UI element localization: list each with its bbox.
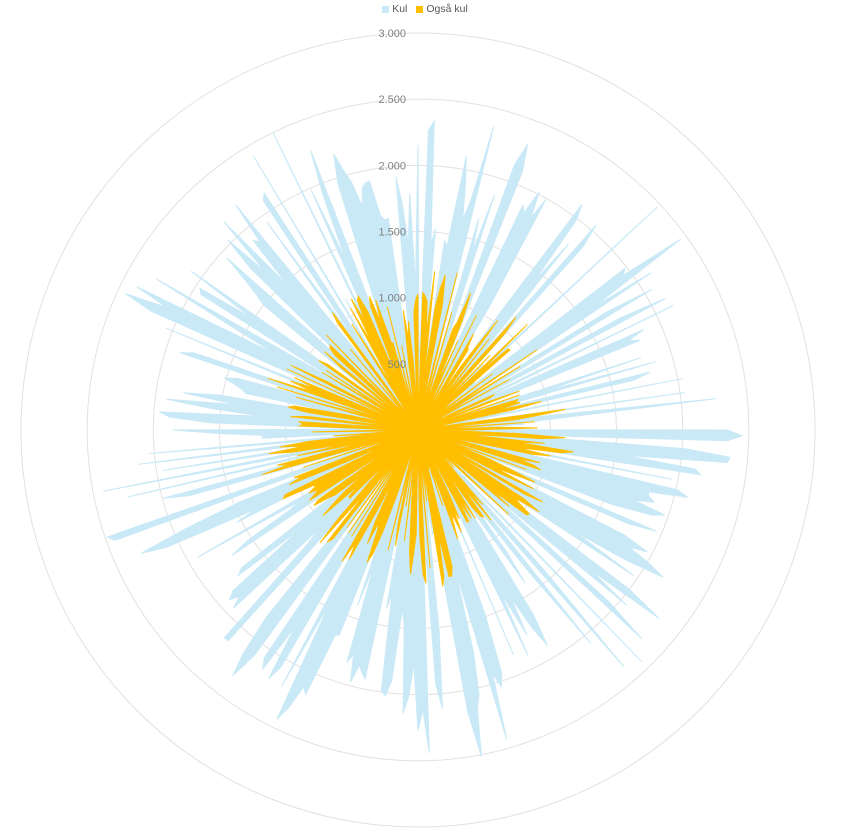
grid-ring [20, 32, 816, 828]
tick-label: 3.000 [378, 28, 406, 40]
legend: Kul Også kul [0, 3, 850, 15]
tick-label: 2.500 [378, 94, 406, 106]
legend-swatch-kul [382, 5, 390, 13]
legend-item-kul[interactable]: Kul [382, 3, 407, 15]
series-ogsa-kul [261, 271, 574, 587]
radial-tick-labels: 500 1.000 1.500 2.000 2.500 3.000 [378, 28, 406, 371]
legend-label-kul: Kul [392, 3, 408, 15]
tick-label: 1.500 [378, 227, 406, 239]
grid-ring [86, 98, 750, 762]
legend-swatch-ogsa-kul [416, 5, 424, 13]
legend-item-ogsa-kul[interactable]: Også kul [416, 3, 468, 15]
legend-label-ogsa-kul: Også kul [426, 3, 468, 15]
tick-label: 2.000 [378, 160, 406, 172]
tick-label: 500 [388, 359, 406, 371]
tick-label: 1.000 [378, 293, 406, 305]
series-ogsa-kul-area [261, 271, 574, 587]
